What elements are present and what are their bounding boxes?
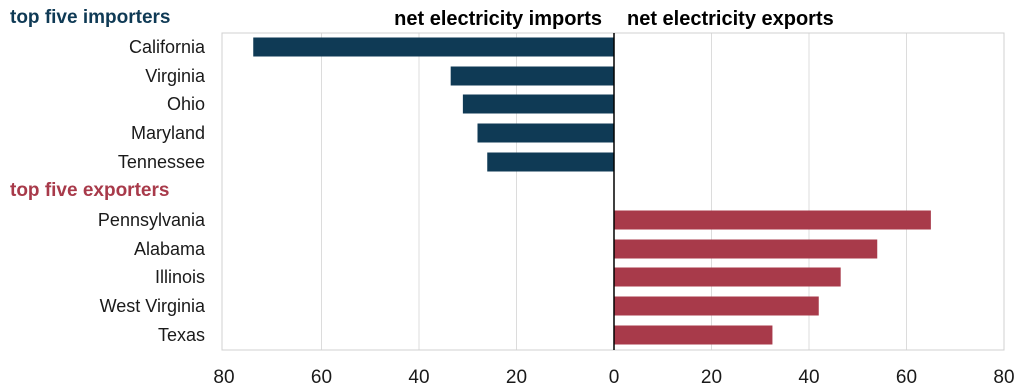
x-tick-label: 0 (609, 367, 620, 387)
imports-side-title: net electricity imports (394, 8, 602, 30)
export-bar-alabama (614, 239, 878, 259)
x-tick-label: 60 (311, 367, 332, 387)
import-bar-virginia (450, 66, 614, 86)
category-label: Pennsylvania (98, 210, 206, 230)
category-label: California (129, 37, 206, 57)
plot-area-border (221, 32, 1005, 351)
category-label: Alabama (134, 239, 206, 259)
x-tick-label: 20 (506, 367, 527, 387)
category-label: Ohio (167, 94, 205, 114)
import-bar-california (253, 37, 614, 57)
export-bar-illinois (614, 267, 841, 287)
import-bar-maryland (477, 123, 614, 143)
category-label: Texas (158, 325, 205, 345)
x-tick-label: 80 (213, 367, 234, 387)
grid-lines (321, 33, 907, 350)
import-bar-tennessee (487, 152, 614, 172)
x-tick-label: 80 (993, 367, 1014, 387)
x-axis-tick-labels: 80 60 40 20 0 20 40 60 80 (213, 367, 1014, 387)
category-label: Illinois (155, 267, 205, 287)
category-label: West Virginia (100, 296, 206, 316)
export-bar-west-virginia (614, 296, 819, 316)
export-bar-texas (614, 325, 773, 345)
category-label: Tennessee (118, 152, 205, 172)
bars (253, 37, 931, 345)
category-label: Maryland (131, 123, 205, 143)
exporters-group-header: top five exporters (10, 180, 169, 201)
category-label: Virginia (145, 66, 206, 86)
x-tick-label: 40 (408, 367, 429, 387)
category-labels: top five importers California Virginia Ohio… (10, 7, 206, 345)
import-bar-ohio (462, 94, 614, 114)
importers-group-header: top five importers (10, 7, 170, 28)
x-tick-label: 20 (701, 367, 722, 387)
export-bar-pennsylvania (614, 210, 931, 230)
exports-side-title: net electricity exports (627, 8, 834, 30)
x-tick-label: 60 (896, 367, 917, 387)
x-tick-label: 40 (798, 367, 819, 387)
